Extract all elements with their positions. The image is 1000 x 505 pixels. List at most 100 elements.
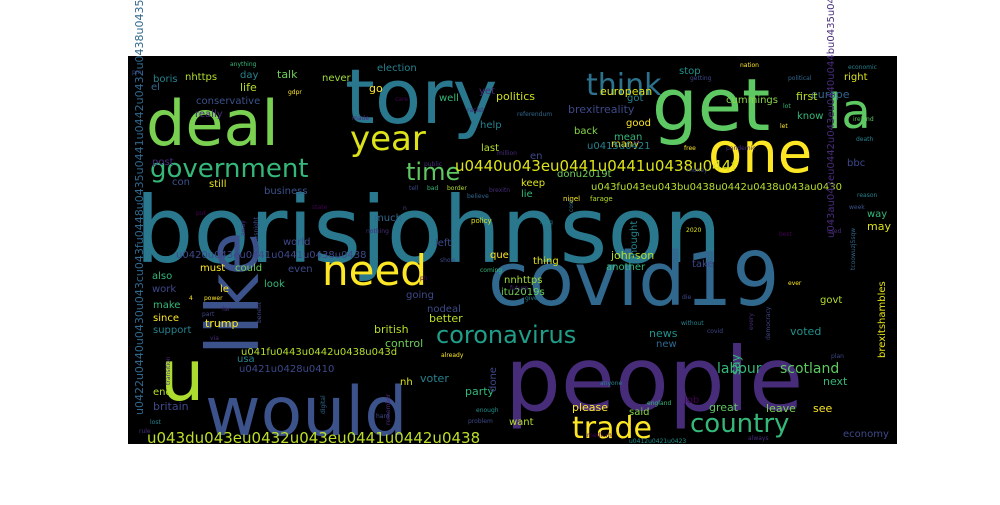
word-98: govt	[820, 295, 842, 306]
word-22: labour	[717, 361, 762, 377]
word-0: borisjohnson	[135, 177, 722, 284]
word-131: referendum	[517, 111, 552, 118]
word-106: want	[509, 417, 534, 428]
word-74: business	[264, 186, 308, 197]
word-76: still	[209, 179, 226, 190]
word-44: next	[823, 375, 848, 388]
word-101: itu2019s	[501, 287, 545, 298]
word-189: tcoowuzj5sqw	[850, 228, 857, 270]
word-113: u0415u0421	[587, 141, 651, 152]
word-127: lot	[783, 103, 791, 110]
word-56: bbc	[847, 158, 865, 169]
word-91: support	[153, 325, 191, 336]
word-187: far	[222, 306, 231, 313]
word-156: future	[510, 285, 528, 292]
word-4: like	[191, 232, 275, 355]
word-161: die	[682, 294, 691, 301]
word-164: every	[748, 313, 755, 330]
word-145: best	[779, 231, 793, 238]
word-180: rule	[139, 428, 151, 435]
word-40: please	[572, 401, 608, 414]
word-26: brexitshambles	[877, 281, 888, 358]
word-188: put	[196, 210, 207, 217]
word-119: u0412u0421u0423	[629, 438, 686, 445]
word-47: europe	[811, 88, 850, 101]
word-141: bad	[427, 185, 438, 192]
word-110: new	[656, 339, 677, 350]
word-92: must	[200, 263, 225, 274]
word-99: going	[406, 290, 434, 301]
word-71: help	[480, 120, 502, 131]
word-137: pandemic	[726, 145, 756, 152]
word-166: plan	[831, 353, 844, 360]
word-126: ireland	[853, 116, 874, 123]
word-109: nh	[400, 377, 413, 388]
word-190: away	[240, 220, 247, 236]
word-34: party	[465, 385, 495, 398]
word-128: let	[780, 123, 788, 130]
word-115: u041fu0443u0442u0438u043d	[241, 347, 397, 358]
word-60: el	[151, 82, 160, 93]
word-72: en	[530, 151, 543, 162]
word-133: nigel	[563, 195, 580, 203]
word-178: always	[748, 435, 769, 442]
word-171: anyone	[600, 380, 623, 387]
word-37: britain	[153, 400, 189, 413]
word-53: first	[796, 90, 818, 103]
word-78: keep	[521, 178, 545, 189]
word-86: may	[867, 220, 891, 233]
word-17: time	[406, 158, 460, 186]
word-27: say	[729, 354, 743, 375]
word-151: newsnight	[253, 216, 260, 248]
word-95: look	[264, 279, 285, 290]
word-5: get	[652, 63, 770, 147]
word-21: u0422u0440u0430u043cu043fu0448u0435u0441…	[133, 0, 146, 415]
word-136: money	[687, 167, 708, 174]
word-146: used	[827, 228, 842, 235]
word-90: since	[153, 313, 179, 324]
word-177: hard	[376, 413, 390, 420]
word-105: said	[629, 407, 649, 418]
word-70: last	[481, 143, 499, 154]
word-12: year	[350, 119, 426, 159]
word-191: ph	[420, 275, 428, 282]
word-132: brexitn	[489, 187, 510, 194]
word-23: scotland	[780, 361, 839, 377]
word-81: left	[435, 238, 451, 249]
word-24: johnson	[610, 249, 654, 262]
word-58: talk	[277, 68, 298, 81]
word-121: gdpr	[288, 89, 302, 96]
word-159: part	[202, 311, 215, 318]
word-13: think	[586, 68, 662, 103]
word-154: ever	[788, 280, 802, 287]
word-36: trump	[205, 317, 239, 330]
word-170: already	[441, 352, 464, 359]
word-49: nhttps	[185, 72, 217, 83]
word-29: british	[374, 323, 409, 336]
word-7: would	[205, 373, 407, 452]
word-33: politics	[496, 90, 535, 103]
word-8: u	[160, 335, 204, 417]
word-46: see	[813, 402, 832, 415]
word-62: go	[369, 82, 383, 95]
word-155: 2020	[686, 227, 701, 234]
word-138: believe	[467, 193, 489, 200]
word-63: well	[439, 93, 459, 104]
word-134: farage	[590, 195, 613, 203]
word-87: also	[152, 271, 172, 282]
word-19: u0440u043eu0441u0441u0438u044f	[455, 157, 737, 175]
word-117: u043fu043eu043bu0438u0442u0438u043au0430	[591, 182, 842, 193]
word-158: power	[204, 295, 223, 302]
word-25: brexitreality	[568, 103, 635, 116]
word-10: la	[828, 84, 871, 140]
word-169: digital	[320, 395, 327, 414]
word-192: 4	[189, 295, 193, 302]
word-100: nnhttps	[504, 275, 542, 286]
word-96: take	[692, 259, 714, 270]
word-77: much	[374, 213, 402, 224]
word-143: reason	[857, 192, 878, 199]
word-97: another	[606, 262, 646, 273]
word-181: pm	[132, 69, 142, 76]
word-139: public	[424, 161, 442, 168]
